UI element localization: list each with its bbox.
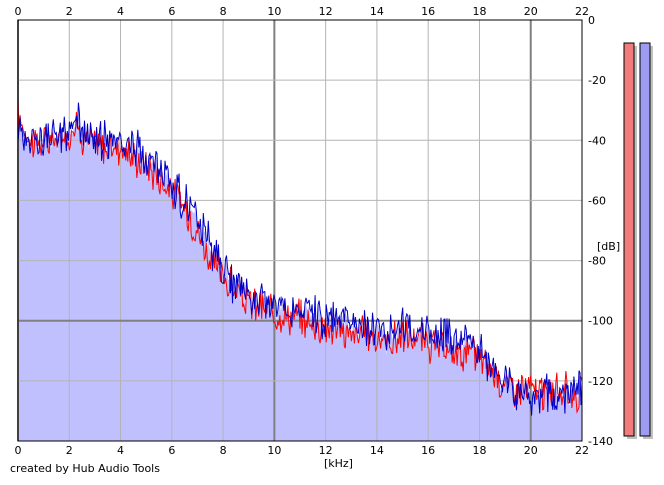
x-tick-label-top: 14 — [370, 5, 384, 18]
y-tick-label: -40 — [588, 134, 606, 147]
x-tick-label-bottom: 22 — [575, 444, 589, 457]
x-tick-label-bottom: 14 — [370, 444, 384, 457]
x-tick-label-top: 16 — [421, 5, 435, 18]
x-tick-label-bottom: 0 — [15, 444, 22, 457]
plot-frame — [17, 19, 583, 442]
x-tick-label-top: 20 — [524, 5, 538, 18]
level-meter-left — [623, 42, 635, 437]
series-line-blue — [17, 102, 583, 416]
y-tick-label: -100 — [588, 315, 613, 328]
x-tick-label-top: 8 — [220, 5, 227, 18]
y-tick-label: -140 — [588, 435, 613, 448]
y-axis-label: [dB] — [597, 240, 620, 253]
y-tick-label: -60 — [588, 194, 606, 207]
credit-text: created by Hub Audio Tools — [10, 462, 160, 475]
x-tick-label-bottom: 8 — [220, 444, 227, 457]
x-tick-label-top: 2 — [66, 5, 73, 18]
x-tick-label-bottom: 16 — [421, 444, 435, 457]
y-tick-label: -80 — [588, 255, 606, 268]
x-tick-label-top: 22 — [575, 5, 589, 18]
x-tick-label-top: 18 — [472, 5, 486, 18]
x-tick-label-top: 0 — [15, 5, 22, 18]
x-tick-label-bottom: 18 — [472, 444, 486, 457]
y-tick-label: 0 — [588, 14, 595, 27]
x-tick-label-bottom: 12 — [319, 444, 333, 457]
x-tick-label-top: 6 — [168, 5, 175, 18]
x-tick-label-top: 4 — [117, 5, 124, 18]
x-tick-label-bottom: 2 — [66, 444, 73, 457]
x-tick-label-bottom: 20 — [524, 444, 538, 457]
x-tick-label-bottom: 6 — [168, 444, 175, 457]
x-tick-label-top: 12 — [319, 5, 333, 18]
x-tick-label-bottom: 4 — [117, 444, 124, 457]
level-meter-right — [639, 42, 651, 437]
y-tick-label: -120 — [588, 375, 613, 388]
x-axis-label: [kHz] — [324, 457, 353, 470]
y-tick-label: -20 — [588, 74, 606, 87]
x-tick-label-top: 10 — [267, 5, 281, 18]
x-tick-label-bottom: 10 — [267, 444, 281, 457]
